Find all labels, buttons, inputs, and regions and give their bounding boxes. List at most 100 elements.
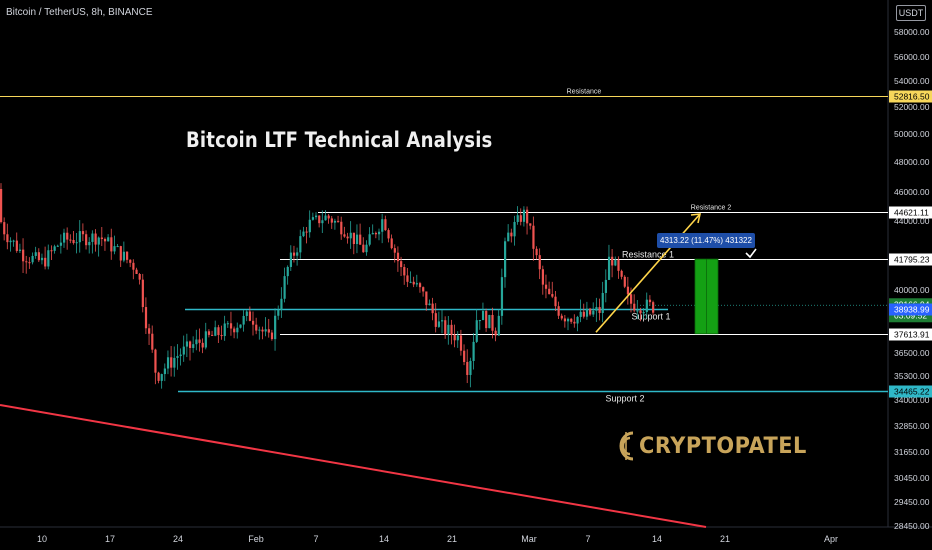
candle-body [141,279,144,308]
candle-body [305,231,308,233]
candle-body [548,288,551,295]
candle-body [365,244,368,253]
candle-body [201,342,204,348]
candle-body [592,310,595,315]
candle-body [340,221,343,235]
price-tick-label: 32850.00 [894,421,930,431]
price-tag[interactable] [889,303,932,316]
price-tick-label: 40000.00 [894,285,930,295]
time-tick-label: 14 [379,534,389,544]
candle-body [604,279,607,293]
price-tick-label: 44000.00 [894,216,930,226]
time-axis[interactable]: 10 17 24 Feb 7 14 21 Mar 7 14 21 Apr [37,534,838,544]
candle-body [261,329,264,332]
candle-body [494,330,497,336]
analysis-headline: Bitcoin LTF Technical Analysis [186,128,493,152]
candle-body [242,315,245,325]
candle-body [450,324,453,335]
candle-body [554,296,557,307]
price-tick-label: 31650.00 [894,447,930,457]
candle-body [481,311,485,321]
candle-body [100,237,103,239]
candle-body [441,320,444,322]
candle-body [248,311,252,321]
price-axis[interactable]: 28450.00 29450.00 30450.00 31650.00 32850.00… [889,27,932,531]
candle-body [229,323,233,329]
price-tag-label: 44621.11 [894,208,929,218]
candle-body [359,234,362,245]
candle-body [645,299,648,312]
candle-body [91,233,94,242]
candle-body [469,360,472,375]
candle-body [623,276,626,287]
candle-body [551,294,554,297]
candle-body [211,334,214,336]
candle-body [636,310,639,312]
candle-body [78,231,81,243]
candle-body [343,234,346,237]
candle-body [598,307,601,313]
price-tag[interactable] [889,253,932,266]
candle-body [56,245,59,247]
level-lines[interactable]: Resistance Resistance 2 Resistance 1 Suppor… [0,89,888,404]
candle-body [204,331,207,348]
candle-body [236,327,239,333]
candle-body [472,341,475,361]
candle-body [148,328,151,334]
symbol-title[interactable]: Bitcoin / TetherUS, 8h, BINANCE [6,7,153,18]
currency-selector[interactable]: USDT [896,5,926,21]
time-tick-label: 7 [585,534,590,544]
time-tick-label: 21 [720,534,730,544]
candle-body [12,240,15,242]
price-tag-label: 52816.50 [894,92,930,102]
measure-tooltip: 4313.22 (11.47%) 431322 [657,233,755,248]
price-tag[interactable] [889,206,932,219]
candle-body [355,234,359,245]
price-tag[interactable] [889,90,932,103]
red-trendline[interactable] [0,404,707,528]
candle-body [620,270,623,277]
time-tick-label: Apr [824,534,838,544]
brand-watermark: CRYPTOPATEL [615,428,816,464]
long-term-trendline[interactable] [0,404,707,528]
candle-body [47,250,50,267]
candle-body [390,238,393,249]
candle-body [267,329,270,333]
candle-body [129,259,132,263]
candle-body [321,220,324,224]
price-tag[interactable] [889,385,932,398]
candle-body [381,219,384,232]
candle-body [541,269,544,285]
candle-body [173,357,176,368]
price-tag[interactable] [889,328,932,341]
candle-body [220,335,223,337]
time-tick-label: 21 [447,534,457,544]
candle-body [283,276,286,299]
price-tick-label: 30450.00 [894,473,930,483]
candle-body [107,237,110,242]
candle-body [166,357,170,369]
candle-body [607,256,611,280]
candle-body [22,249,25,262]
candle-body [387,230,390,239]
time-tick-label: Feb [248,534,264,544]
candle-body [311,217,315,220]
price-tag-label: 34465.22 [894,387,930,397]
candle-body [318,215,321,224]
price-tick-label: 46000.00 [894,187,930,197]
candle-body [126,251,129,260]
candle-body [582,311,585,317]
candle-body [648,299,652,303]
candle-body [72,239,75,244]
candle-body [53,246,56,251]
candle-body [217,327,220,336]
grid-layer [0,0,932,528]
candle-body [567,318,570,322]
candle-body [396,252,400,262]
candle-body [415,283,418,285]
candle-body [223,323,226,337]
projection-arrowhead [690,213,702,224]
candle-body [522,209,526,222]
